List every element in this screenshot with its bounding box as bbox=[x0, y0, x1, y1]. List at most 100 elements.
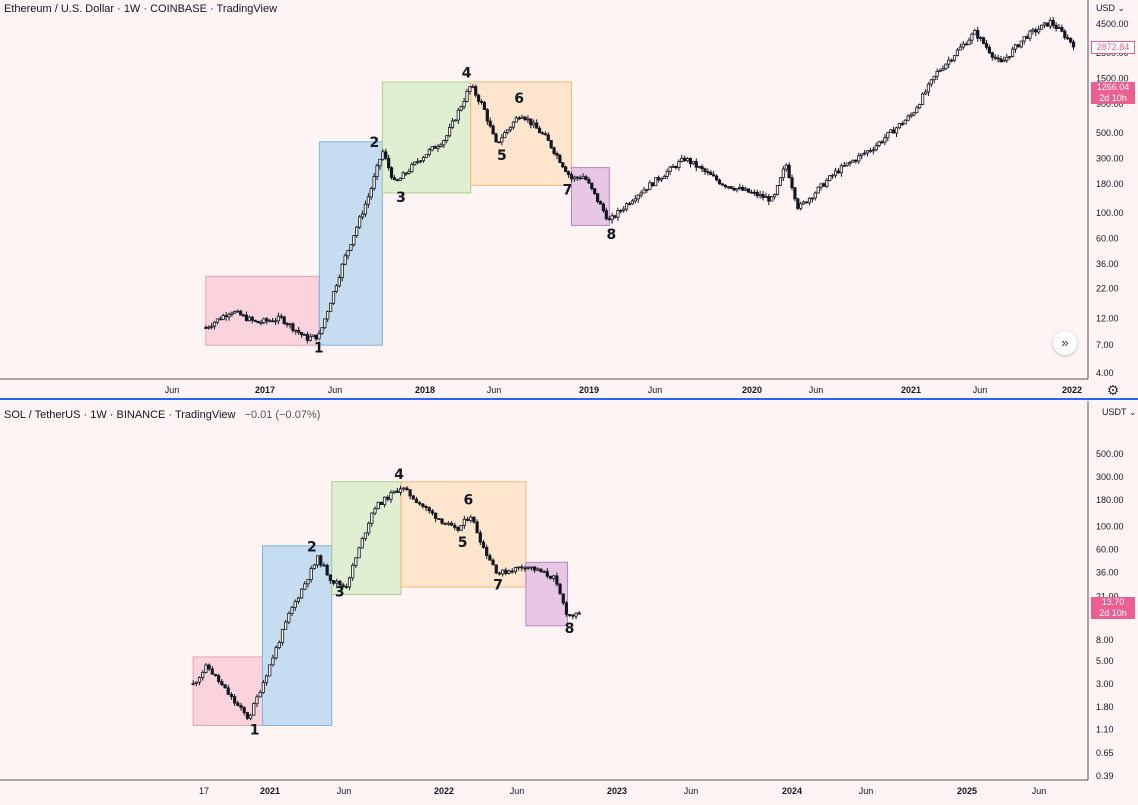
sol-candle-body bbox=[335, 580, 339, 584]
eth-candle-body bbox=[886, 132, 890, 139]
eth-candle-body bbox=[906, 115, 910, 121]
eth-candle-body bbox=[654, 177, 658, 187]
sol-last-price-tag: 13.70 2d 10h bbox=[1091, 597, 1135, 619]
eth-candle-body bbox=[491, 125, 495, 135]
eth-candle-body bbox=[732, 188, 736, 191]
eth-chart-pane[interactable]: 123456784500.002500.001500.00900.00500.0… bbox=[0, 0, 1138, 399]
sol-wave-label-6: 6 bbox=[464, 493, 474, 509]
sol-candle-body bbox=[376, 501, 380, 510]
sol-candle-body bbox=[561, 593, 565, 604]
eth-candle-body bbox=[993, 56, 997, 59]
sol-y-tick: 36.00 bbox=[1096, 567, 1119, 577]
eth-candle-body bbox=[1045, 22, 1050, 27]
sol-candle-body bbox=[462, 518, 466, 526]
pane-separator[interactable] bbox=[0, 398, 1138, 400]
sol-chart-pane[interactable]: 1 2 3 4 5 6 7 8 500.00 300.00 180.00 100.00 60.00 36.… bbox=[0, 401, 1138, 805]
eth-candle-body bbox=[285, 323, 289, 326]
eth-candle-body bbox=[331, 291, 336, 304]
eth-candle-body bbox=[755, 191, 759, 197]
sol-currency-selector[interactable]: USDT ⌄ bbox=[1102, 407, 1136, 418]
eth-candle-body bbox=[1034, 29, 1038, 33]
eth-highlight-boxes bbox=[205, 81, 610, 346]
eth-candle-body bbox=[729, 186, 733, 189]
eth-candle-body bbox=[282, 316, 286, 324]
eth-candle-body bbox=[828, 175, 832, 181]
gear-icon[interactable]: ⚙ bbox=[1106, 382, 1120, 398]
eth-x-tick: 2018 bbox=[415, 385, 435, 395]
eth-candle-body bbox=[967, 39, 971, 46]
sol-candle-body bbox=[229, 693, 234, 698]
sol-currency-label: USDT bbox=[1102, 407, 1127, 417]
eth-x-tick: Jun bbox=[648, 385, 663, 395]
sol-x-tick: 2021 bbox=[260, 786, 280, 796]
sol-candle-body bbox=[223, 684, 227, 689]
eth-chart-canvas[interactable]: 123456784500.002500.001500.00900.00500.0… bbox=[0, 0, 1138, 399]
eth-candle-body bbox=[459, 106, 463, 111]
sol-candle-body bbox=[389, 492, 393, 500]
eth-candle-body bbox=[488, 120, 492, 127]
eth-candle-body bbox=[421, 157, 426, 162]
eth-candle-body bbox=[329, 302, 333, 312]
eth-candle-body bbox=[465, 91, 469, 102]
eth-candle-body bbox=[395, 179, 399, 182]
sol-chart-title: SOL / TetherUS · 1W · BINANCE · TradingV… bbox=[4, 409, 320, 421]
eth-candle-body bbox=[352, 235, 356, 245]
eth-candle-body bbox=[892, 129, 896, 134]
eth-candle-body bbox=[276, 315, 280, 322]
eth-candle-body bbox=[1048, 20, 1052, 27]
eth-candle-body bbox=[961, 43, 965, 48]
sol-candle-body bbox=[271, 657, 275, 666]
sol-candle-body bbox=[529, 566, 533, 569]
eth-candle-body bbox=[726, 186, 730, 188]
sol-candle-body bbox=[300, 588, 304, 599]
eth-candle-body bbox=[717, 179, 722, 185]
eth-box-green bbox=[381, 81, 472, 194]
eth-candle-body bbox=[758, 193, 762, 197]
eth-candle-body bbox=[984, 43, 989, 48]
eth-candle-body bbox=[671, 166, 675, 168]
eth-candle-body bbox=[1051, 20, 1055, 26]
sol-candle-body bbox=[507, 570, 511, 574]
sol-y-tick: 1.80 bbox=[1096, 702, 1114, 712]
double-chevron-right-icon[interactable]: » bbox=[1053, 331, 1077, 355]
eth-candle-body bbox=[921, 93, 925, 105]
eth-candle-body bbox=[1013, 44, 1018, 50]
eth-candle-body bbox=[1060, 27, 1064, 32]
sol-candle-body bbox=[488, 555, 492, 561]
sol-candle-body bbox=[322, 564, 326, 567]
sol-chart-canvas[interactable]: 1 2 3 4 5 6 7 8 500.00 300.00 180.00 100.00 60.00 36.… bbox=[0, 401, 1138, 805]
eth-candle-body bbox=[398, 178, 402, 181]
sol-candle-body bbox=[469, 516, 473, 521]
eth-candle-body bbox=[436, 146, 440, 149]
eth-y-tick: 4.00 bbox=[1096, 368, 1114, 378]
eth-candle-body bbox=[810, 197, 814, 200]
eth-candle-body bbox=[851, 159, 855, 163]
eth-candle-body bbox=[253, 319, 257, 322]
eth-candle-body bbox=[427, 149, 431, 156]
sol-candle-body bbox=[434, 512, 438, 519]
sol-candle-body bbox=[220, 681, 224, 686]
sol-candle-body bbox=[201, 672, 205, 678]
eth-candle-body bbox=[526, 118, 530, 121]
eth-candle-body bbox=[868, 150, 872, 152]
eth-candle-body bbox=[802, 201, 806, 205]
eth-last-price-tag: 2872.84 bbox=[1091, 41, 1135, 54]
eth-currency-selector[interactable]: USD ⌄ bbox=[1096, 3, 1125, 14]
eth-candle-body bbox=[987, 46, 991, 54]
eth-x-tick: Jun bbox=[487, 385, 502, 395]
eth-candle-body bbox=[340, 263, 344, 278]
sol-candle-body bbox=[233, 696, 237, 704]
eth-candle-body bbox=[743, 188, 748, 191]
eth-candle-body bbox=[389, 167, 394, 179]
eth-candle-body bbox=[947, 59, 951, 65]
eth-candle-body bbox=[1042, 22, 1047, 26]
eth-candle-body bbox=[926, 83, 931, 93]
eth-candle-body bbox=[639, 192, 643, 196]
eth-box-orange bbox=[470, 81, 573, 186]
sol-wave-label-8: 8 bbox=[565, 621, 575, 637]
eth-candle-body bbox=[268, 320, 272, 323]
sol-candle-body bbox=[526, 566, 530, 569]
eth-candle-body bbox=[770, 196, 774, 202]
sol-candle-body bbox=[363, 532, 368, 539]
eth-candle-body bbox=[697, 166, 701, 168]
